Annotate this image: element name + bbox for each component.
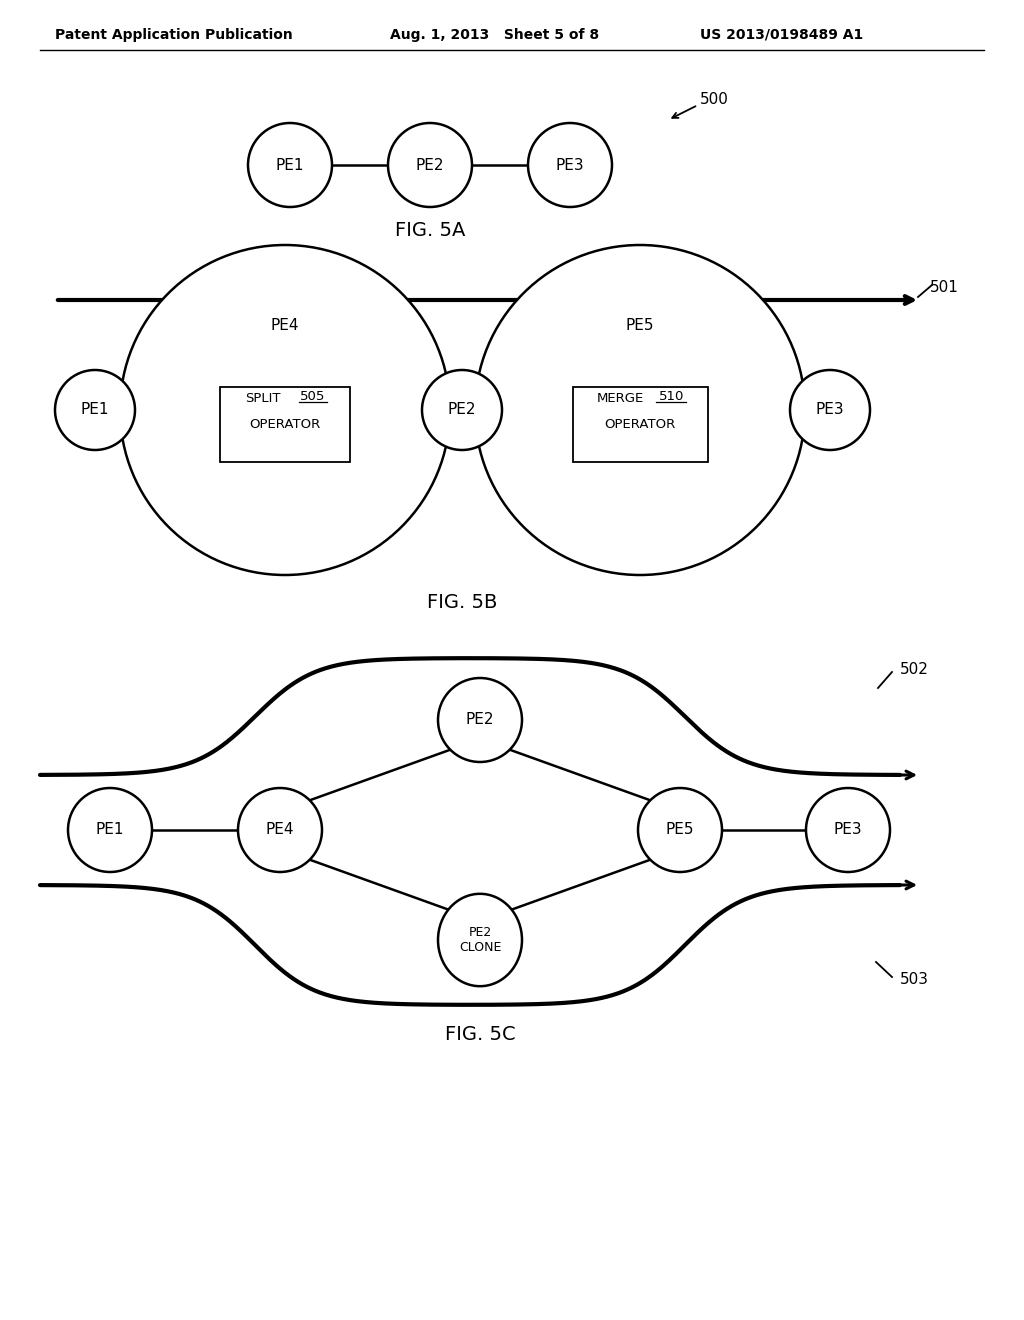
Text: FIG. 5B: FIG. 5B	[427, 593, 498, 611]
Ellipse shape	[438, 678, 522, 762]
Text: PE2: PE2	[416, 157, 444, 173]
Ellipse shape	[68, 788, 152, 873]
Ellipse shape	[422, 370, 502, 450]
Text: PE1: PE1	[81, 403, 110, 417]
Text: US 2013/0198489 A1: US 2013/0198489 A1	[700, 28, 863, 42]
Text: 501: 501	[930, 281, 958, 296]
Ellipse shape	[120, 246, 450, 576]
Ellipse shape	[238, 788, 322, 873]
Bar	[573, 387, 708, 462]
Text: OPERATOR: OPERATOR	[250, 418, 321, 432]
Text: PE2: PE2	[447, 403, 476, 417]
Ellipse shape	[806, 788, 890, 873]
Text: PE5: PE5	[666, 822, 694, 837]
Text: PE2: PE2	[466, 713, 495, 727]
Text: PE1: PE1	[96, 822, 124, 837]
Text: SPLIT: SPLIT	[246, 392, 281, 404]
Text: OPERATOR: OPERATOR	[604, 418, 676, 432]
Text: PE3: PE3	[556, 157, 585, 173]
Text: PE4: PE4	[270, 318, 299, 333]
Text: 500: 500	[700, 92, 729, 107]
Text: Aug. 1, 2013   Sheet 5 of 8: Aug. 1, 2013 Sheet 5 of 8	[390, 28, 599, 42]
Text: PE5: PE5	[626, 318, 654, 333]
Text: 505: 505	[300, 389, 326, 403]
Ellipse shape	[638, 788, 722, 873]
Ellipse shape	[55, 370, 135, 450]
Text: MERGE: MERGE	[596, 392, 644, 404]
Ellipse shape	[790, 370, 870, 450]
Text: PE3: PE3	[834, 822, 862, 837]
Ellipse shape	[388, 123, 472, 207]
Text: 503: 503	[900, 973, 929, 987]
Ellipse shape	[475, 246, 805, 576]
Text: PE1: PE1	[275, 157, 304, 173]
Text: PE3: PE3	[816, 403, 845, 417]
Bar	[220, 387, 350, 462]
Text: 502: 502	[900, 663, 929, 677]
Text: Patent Application Publication: Patent Application Publication	[55, 28, 293, 42]
Text: FIG. 5C: FIG. 5C	[444, 1026, 515, 1044]
Text: 510: 510	[659, 389, 685, 403]
Text: PE4: PE4	[266, 822, 294, 837]
Ellipse shape	[248, 123, 332, 207]
Text: FIG. 5A: FIG. 5A	[395, 220, 465, 239]
Ellipse shape	[528, 123, 612, 207]
Text: PE2
CLONE: PE2 CLONE	[459, 927, 501, 954]
Ellipse shape	[438, 894, 522, 986]
